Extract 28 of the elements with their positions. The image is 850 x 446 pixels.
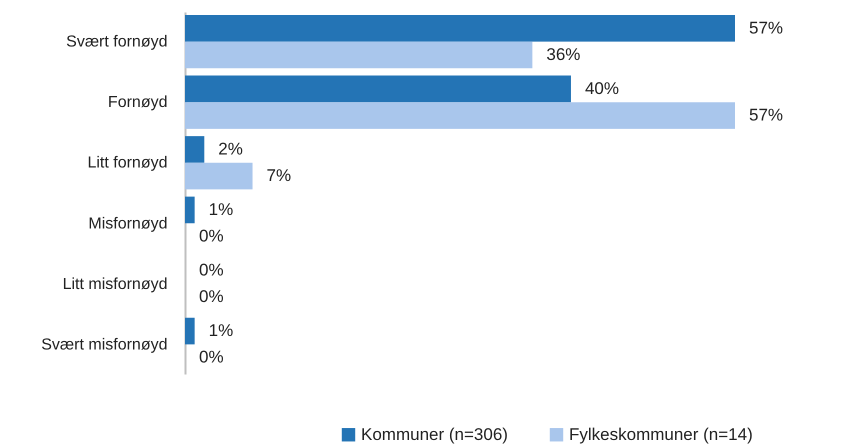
bar <box>185 15 735 42</box>
data-label: 0% <box>199 260 224 280</box>
bar <box>185 162 253 190</box>
data-label: 40% <box>584 78 619 98</box>
data-label: 7% <box>266 166 292 186</box>
y-tick-label: Svært misfornøyd <box>41 336 168 354</box>
bar <box>185 318 195 344</box>
bar <box>185 102 735 129</box>
data-label: 0% <box>199 348 224 367</box>
y-tick-label: Fornøyd <box>108 94 168 112</box>
data-label: 1% <box>208 321 234 340</box>
legend-label: Kommuner (n=306) <box>361 424 508 444</box>
y-tick-label: Litt fornøyd <box>87 154 168 172</box>
y-tick-label: Svært fornøyd <box>66 34 168 51</box>
y-tick-label: Litt misfornøyd <box>62 276 168 293</box>
data-label: 1% <box>208 200 234 219</box>
bar <box>185 136 204 163</box>
bar <box>185 76 571 102</box>
data-label: 57% <box>749 106 784 125</box>
bar <box>185 42 532 68</box>
legend-label: Fylkeskommuner (n=14) <box>569 424 753 444</box>
data-label: 2% <box>218 139 243 158</box>
data-label: 0% <box>199 287 224 306</box>
y-tick-label: Misfornøyd <box>88 215 168 232</box>
data-label: 36% <box>546 44 580 64</box>
bar <box>185 196 195 224</box>
data-label: 0% <box>199 226 224 246</box>
data-label: 57% <box>749 18 784 38</box>
